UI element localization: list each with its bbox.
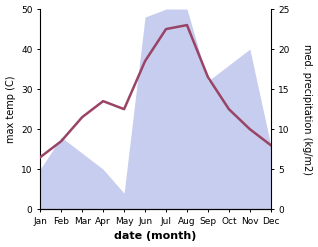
- Y-axis label: med. precipitation (kg/m2): med. precipitation (kg/m2): [302, 44, 313, 175]
- Y-axis label: max temp (C): max temp (C): [5, 75, 16, 143]
- X-axis label: date (month): date (month): [114, 231, 197, 242]
